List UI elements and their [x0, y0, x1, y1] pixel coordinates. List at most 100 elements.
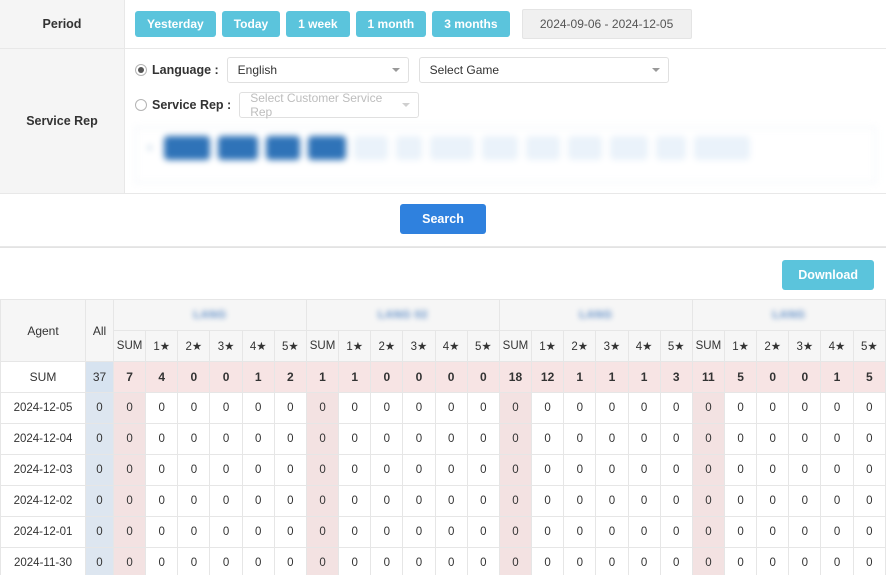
sub-header-2star: 2★ — [177, 330, 211, 362]
cell-group-star: 1 — [241, 361, 275, 393]
language-select[interactable]: English — [226, 57, 409, 83]
customer-service-rep-select[interactable]: Select Customer Service Rep — [239, 91, 420, 119]
cell-group-star: 0 — [756, 485, 790, 517]
table-body: SUM 37 7 4 0 0 1 2 1 1 0 0 0 0 18 12 1 1 1 3 11 5 0 0 1 5 2024-12-… — [0, 361, 886, 575]
cell-group-star: 0 — [563, 485, 597, 517]
cell-group-star: 0 — [659, 454, 693, 486]
cell-group-star: 0 — [466, 454, 500, 486]
cell-group-star: 0 — [659, 423, 693, 455]
cell-group-star: 0 — [434, 485, 468, 517]
radio-service-rep[interactable] — [135, 99, 147, 111]
cell-group-star: 4 — [145, 361, 179, 393]
cell-group-star: 0 — [788, 423, 822, 455]
period-button-1month[interactable]: 1 month — [355, 11, 427, 37]
cell-group-sum: 0 — [691, 454, 725, 486]
period-button-3months[interactable]: 3 months — [432, 11, 510, 37]
cell-group-star: 0 — [723, 485, 758, 517]
cell-group-star: 0 — [723, 516, 758, 548]
cell-group-star: 0 — [402, 361, 436, 393]
cell-group-sum: 0 — [691, 516, 725, 548]
table-row: 2024-11-30 0 0 0 0 0 0 0 0 0 0 0 0 0 0 0 0 0 0 0 0 0 0 0 0 0 — [0, 547, 886, 575]
cell-group-star: 0 — [563, 392, 597, 424]
chevron-down-icon — [391, 68, 400, 72]
cell-group-star: 0 — [177, 454, 211, 486]
cell-all: 37 — [85, 361, 114, 393]
sub-header-4star: 4★ — [241, 330, 275, 362]
cell-group-star: 0 — [531, 392, 565, 424]
tag-prev-arrow-icon[interactable]: ‹ — [148, 142, 152, 154]
column-header-all: All — [85, 299, 114, 362]
rep-label: Service Rep : — [152, 98, 232, 112]
cell-group-star: 0 — [434, 392, 468, 424]
cell-group-star: 0 — [788, 547, 822, 575]
tag-item[interactable] — [693, 136, 750, 160]
cell-group-sum: 11 — [691, 361, 725, 393]
cell-group-star: 0 — [723, 423, 758, 455]
cell-group-sum: 0 — [691, 392, 725, 424]
tag-item[interactable] — [655, 136, 686, 160]
search-button[interactable]: Search — [400, 204, 486, 234]
tag-item[interactable] — [525, 136, 560, 160]
sub-header-3star: 3★ — [209, 330, 243, 362]
table-group-header-row: Agent All LANG LANG 02 LANG LANG — [0, 299, 886, 362]
tag-item[interactable] — [163, 136, 210, 160]
table-row: 2024-12-02 0 0 0 0 0 0 0 0 0 0 0 0 0 0 0 0 0 0 0 0 0 0 0 0 0 — [0, 485, 886, 517]
cell-group-star: 0 — [338, 547, 372, 575]
tag-item[interactable] — [429, 136, 474, 160]
sub-header-sum: SUM — [498, 330, 533, 362]
tag-item[interactable] — [567, 136, 602, 160]
cell-group-star: 0 — [788, 392, 822, 424]
tag-item[interactable] — [307, 136, 346, 160]
radio-language[interactable] — [135, 64, 147, 76]
cell-group-star: 0 — [338, 392, 372, 424]
tag-item[interactable] — [217, 136, 258, 160]
cell-group-star: 0 — [659, 547, 693, 575]
download-button[interactable]: Download — [782, 260, 874, 290]
cell-group-sum: 0 — [305, 423, 340, 455]
cell-group-sum: 1 — [305, 361, 340, 393]
cell-group-star: 0 — [370, 392, 404, 424]
row-date: 2024-12-03 — [0, 454, 86, 486]
cell-group-star: 0 — [241, 547, 275, 575]
period-button-today[interactable]: Today — [221, 11, 281, 37]
cell-group-star: 0 — [466, 423, 500, 455]
group-header: LANG — [498, 299, 693, 331]
cell-group-star: 0 — [820, 485, 854, 517]
download-row: Download — [0, 248, 886, 299]
cell-group-sum: 0 — [305, 547, 340, 575]
cell-group-sum: 0 — [305, 485, 340, 517]
tag-item[interactable] — [265, 136, 300, 160]
group-header: LANG — [691, 299, 886, 331]
sub-header-5star: 5★ — [852, 330, 886, 362]
game-select[interactable]: Select Game — [418, 57, 669, 83]
cell-group-star: 0 — [209, 392, 243, 424]
sub-header-2star: 2★ — [370, 330, 404, 362]
rep-tag-list[interactable]: ‹ — [135, 127, 876, 183]
cell-group-star: 0 — [595, 516, 629, 548]
cell-group-star: 0 — [595, 547, 629, 575]
tag-item[interactable] — [481, 136, 518, 160]
tag-item[interactable] — [353, 136, 388, 160]
date-range-input[interactable]: 2024-09-06 - 2024-12-05 — [521, 9, 692, 39]
cell-group-star: 0 — [852, 423, 886, 455]
filter-panel: Period Yesterday Today 1 week 1 month 3 … — [0, 0, 886, 248]
tag-item[interactable] — [395, 136, 422, 160]
period-button-1week[interactable]: 1 week — [286, 11, 350, 37]
cell-group-star: 0 — [402, 392, 436, 424]
sub-header-5star: 5★ — [273, 330, 307, 362]
row-date: 2024-12-02 — [0, 485, 86, 517]
cell-group-star: 0 — [145, 454, 179, 486]
cell-group-star: 0 — [756, 454, 790, 486]
sub-header-3star: 3★ — [402, 330, 436, 362]
cell-group-star: 0 — [370, 423, 404, 455]
cell-group-star: 0 — [852, 485, 886, 517]
cell-group-star: 0 — [273, 454, 307, 486]
tag-item[interactable] — [609, 136, 648, 160]
cell-all: 0 — [85, 516, 114, 548]
cell-group-star: 0 — [627, 423, 661, 455]
cell-group-star: 3 — [659, 361, 693, 393]
period-button-yesterday[interactable]: Yesterday — [135, 11, 216, 37]
cell-group-star: 0 — [177, 547, 211, 575]
cell-group-star: 0 — [531, 485, 565, 517]
